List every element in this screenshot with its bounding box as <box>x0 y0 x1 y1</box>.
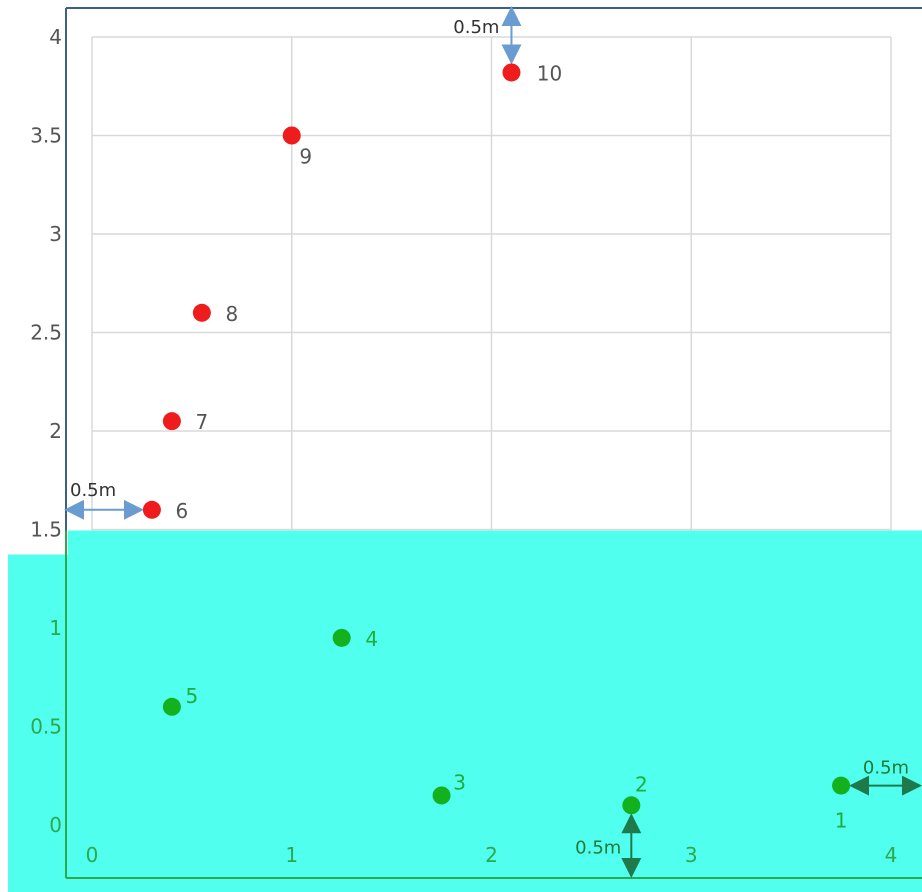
point-label: 6 <box>176 499 189 523</box>
point-label: 2 <box>635 772 648 796</box>
x-tick-label: 4 <box>885 843 898 867</box>
data-point <box>332 628 351 647</box>
y-tick-label: 0 <box>49 813 62 837</box>
y-tick-label: 2 <box>49 419 62 443</box>
point-label: 3 <box>453 770 466 794</box>
point-label: 9 <box>299 145 312 169</box>
highlight-band-left <box>8 554 68 892</box>
x-tick-label: 3 <box>685 843 698 867</box>
data-point <box>282 126 301 145</box>
highlight-region <box>8 530 922 892</box>
plot-frame <box>65 7 922 879</box>
y-tick-label: 3.5 <box>30 124 62 148</box>
data-point <box>832 776 851 795</box>
point-label: 10 <box>537 61 562 85</box>
y-tick-label: 0.5 <box>30 715 62 739</box>
data-point <box>142 500 161 519</box>
data-point <box>192 303 211 322</box>
axis-ticks: 0 1 2 3 4 0 0.5 1 1.5 2 2.5 3 3.5 4 <box>30 25 897 867</box>
highlight-band <box>68 530 922 892</box>
data-point <box>502 63 521 82</box>
data-point <box>432 786 451 805</box>
y-tick-label: 1 <box>49 616 62 640</box>
data-point <box>622 796 641 815</box>
distance-label: 0.5m <box>453 17 499 38</box>
y-tick-label: 2.5 <box>30 321 62 345</box>
point-label: 4 <box>365 627 378 651</box>
point-label: 5 <box>186 684 199 708</box>
point-label: 1 <box>835 809 848 833</box>
distance-label: 0.5m <box>70 480 116 501</box>
data-points: 6 7 8 9 10 1 2 3 4 5 <box>142 61 851 833</box>
x-tick-label: 1 <box>285 843 298 867</box>
y-tick-label: 4 <box>49 25 62 49</box>
distance-label: 0.5m <box>863 758 909 779</box>
distance-annotations: 0.5m 0.5m 0.5m 0.5m <box>64 6 922 878</box>
y-tick-label: 1.5 <box>30 518 62 542</box>
x-tick-label: 2 <box>485 843 498 867</box>
x-tick-label: 0 <box>86 843 99 867</box>
distance-label: 0.5m <box>575 838 621 859</box>
data-point <box>162 412 181 431</box>
y-tick-label: 3 <box>49 222 62 246</box>
data-point <box>162 697 181 716</box>
point-label: 7 <box>196 410 209 434</box>
point-label: 8 <box>225 302 238 326</box>
